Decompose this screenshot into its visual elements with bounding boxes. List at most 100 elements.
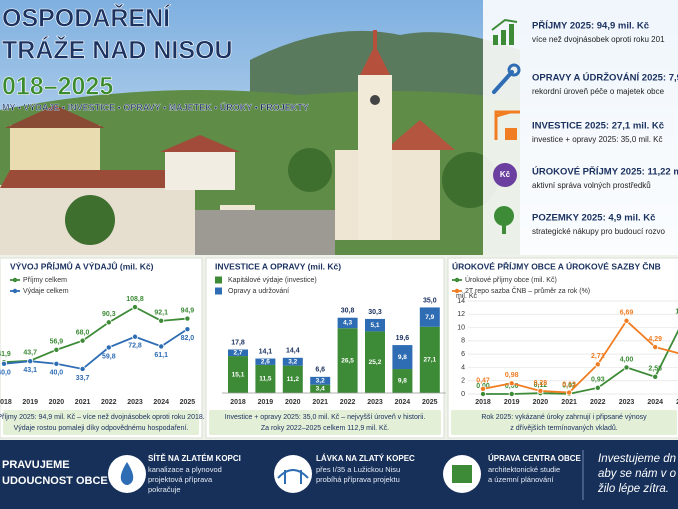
x-tick-label: 2022 [101, 399, 117, 406]
legend-swatch [215, 287, 222, 295]
y-tick-label: 2 [461, 378, 465, 385]
x-tick-label: 2024 [395, 399, 411, 406]
bar-segment [310, 384, 331, 393]
highlight-text: aktivní správa volných prostředků [532, 181, 651, 190]
bar-segment [228, 356, 248, 393]
x-tick-label: 2025 [676, 399, 678, 406]
value-label: 90,3 [102, 311, 116, 318]
value-label: 40,0 [50, 370, 64, 377]
segment-label: 4,3 [343, 320, 352, 327]
x-tick-label: 2022 [590, 399, 606, 406]
value-label: 4,00 [620, 356, 634, 363]
note: Rok 2025: vykázané úroky zahrnují i přip… [481, 414, 647, 421]
bar-segment [337, 328, 358, 393]
x-tick-label: 2019 [504, 399, 520, 406]
bar-segment [419, 307, 440, 327]
total-label: 17,8 [231, 339, 245, 346]
icon-crane [494, 110, 520, 140]
footer-heading: UDOUCNOST OBCE [2, 475, 108, 487]
point [508, 380, 515, 387]
value-label: 40,0 [0, 370, 11, 377]
value-label: 4,29 [648, 336, 662, 343]
segment-label: 9,8 [398, 378, 407, 385]
total-label: 6,6 [315, 367, 325, 374]
x-tick-label: 2023 [127, 399, 143, 406]
point [537, 387, 544, 394]
y-tick-label: 14 [457, 298, 465, 305]
y-tick-label: 8 [461, 338, 465, 345]
highlight-title: ÚROKOVÉ PŘÍJMY 2025: 11,22 m [532, 166, 678, 178]
total-label: 35,0 [423, 297, 437, 304]
bar-segment [337, 317, 358, 329]
bar-segment [365, 318, 385, 332]
value-label: 92,1 [154, 310, 168, 317]
value-label: 61,1 [154, 352, 168, 359]
quote-line: žilo lépe zítra. [597, 483, 669, 495]
total-label: 19,6 [396, 335, 410, 342]
x-tick-label: 2020 [533, 399, 549, 406]
x-tick-label: 2023 [619, 399, 635, 406]
series-line [483, 329, 678, 395]
project-title: LÁVKA NA ZLATÝ KOPEC [316, 454, 415, 463]
project-line: kanalizace a plynovod [148, 465, 222, 474]
highlight-text: více než dvojnásobek oproti roku 201 [532, 35, 665, 44]
value-label: 43,1 [23, 367, 37, 374]
point [131, 333, 138, 340]
segment-label: 9,8 [398, 354, 407, 361]
x-tick-label: 2018 [475, 399, 491, 406]
bar-segment [228, 349, 248, 357]
quote-line: Investujeme dn [598, 453, 676, 465]
segment-label: 11,2 [287, 376, 300, 383]
icon-wrench [492, 63, 521, 94]
segment-label: 25,2 [369, 359, 382, 366]
bar-segment [255, 364, 276, 393]
bar-segment [282, 365, 303, 393]
x-tick-label: 2023 [367, 399, 383, 406]
point [623, 317, 630, 324]
note-box [209, 410, 441, 435]
point [53, 346, 60, 353]
highlight-title: OPRAVY A ÚDRŽOVÁNÍ 2025: 7,9 [532, 72, 678, 84]
x-tick-label: 2020 [285, 399, 301, 406]
note-box [3, 410, 199, 435]
icon-coins: Kč [493, 163, 517, 187]
title-line: TRÁŽE NAD NISOU [2, 35, 233, 65]
value-label: 41,9 [0, 351, 11, 358]
y-axis-label: mil. Kč [456, 293, 478, 300]
total-label: 30,8 [341, 308, 355, 315]
series-line [482, 319, 678, 394]
point [158, 343, 165, 350]
bar-segment [255, 358, 276, 365]
legend-swatch [215, 276, 222, 284]
highlight-title: PŘÍJMY 2025: 94,9 mil. Kč [532, 20, 649, 32]
point [79, 337, 86, 344]
svg-text:Kč: Kč [500, 170, 511, 179]
point [566, 389, 573, 396]
icon-income [491, 18, 518, 45]
segment-label: 3,2 [288, 358, 297, 365]
highlight-text: rekordní úroveň péče o majetek obce [532, 87, 665, 96]
segment-label: 5,1 [370, 322, 379, 329]
value-label: 6,69 [620, 310, 634, 317]
point [79, 365, 86, 372]
footer [0, 440, 678, 509]
legend-label: Příjmy celkem [23, 277, 67, 284]
icon-tree [494, 206, 514, 234]
legend-label: Kapitálové výdaje (investice) [228, 277, 317, 284]
point [184, 315, 191, 322]
value-label: 43,7 [23, 350, 37, 357]
x-tick-label: 2022 [340, 399, 356, 406]
x-tick-label: 2021 [75, 399, 91, 406]
years: 018–2025 [2, 73, 113, 101]
y-tick-label: 4 [461, 364, 465, 371]
legend-swatch [454, 277, 460, 283]
x-tick-label: 2024 [647, 399, 663, 406]
x-tick-label: 2018 [230, 399, 246, 406]
x-tick-label: 2020 [49, 399, 65, 406]
bar-segment [365, 331, 385, 393]
series-line [3, 328, 188, 370]
value-label: 82,0 [181, 335, 195, 342]
value-label: 0,13 [562, 381, 576, 388]
legend-swatch [454, 288, 460, 294]
